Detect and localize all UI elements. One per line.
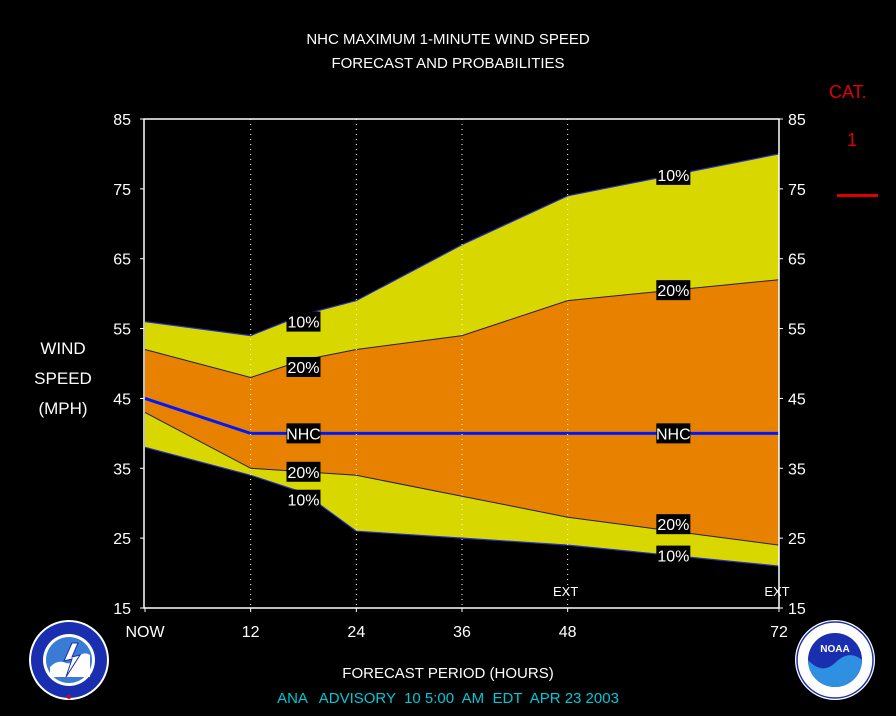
series-label-bg [286,311,321,332]
series-label-bg [656,280,691,301]
series-label: 20% [287,465,319,482]
noaa-logo-text: NOAA [820,644,849,655]
series-label-bg [656,164,691,185]
y-axis-label-line3: (MPH) [38,399,88,418]
ext-marker: EXT [553,584,578,599]
series-label-bg [656,423,691,444]
y-tick-label-left: 15 [113,601,131,618]
x-tick-label: 36 [453,624,471,641]
y-tick-label-right: 75 [788,182,806,199]
y-tick-label-left: 65 [113,252,131,269]
x-tick-label: 48 [559,624,577,641]
y-axis-label-line2: SPEED [34,369,92,388]
noaa-logo: NOAA [795,620,875,700]
series-label: 10% [287,315,319,332]
y-tick-label-left: 25 [113,531,131,548]
category-value: 1 [847,130,858,150]
series-label: 10% [657,549,689,566]
y-axis-label-line1: WIND [40,339,86,358]
y-tick-label-right: 85 [788,112,806,129]
advisory-text: ANA ADVISORY 10 5:00 AM EDT APR 23 2003 [277,690,619,707]
series-label: NHC [286,426,321,443]
series-label: 10% [657,168,689,185]
series-label: NHC [656,426,691,443]
y-tick-label-left: 45 [113,391,131,408]
series-10-upper-line [144,153,780,337]
series-20-lower-line [144,411,780,546]
series-label-bg [286,489,321,510]
series-label-bg [286,423,321,444]
series-label: 10% [287,493,319,510]
y-tick-label-right: 35 [788,461,806,478]
series-20-upper-line [144,279,780,379]
y-tick-label-right: 25 [788,531,806,548]
series-label-bg [656,514,691,535]
category-threshold-line [837,194,878,197]
chart-title-line1: NHC MAXIMUM 1-MINUTE WIND SPEED [306,31,590,48]
series-labels: 10% 20% NHC 20% 10% 10% 20% NHC 20% 10% [286,164,691,566]
series-label-bg [286,461,321,482]
series-label-bg [656,545,691,566]
y-tick-label-left: 75 [113,182,131,199]
y-tick-label-left: 85 [113,112,131,129]
y-tick-label-right: 15 [788,601,806,618]
y-tick-label-right: 65 [788,252,806,269]
series-label: 20% [287,360,319,377]
band-20-percent [145,279,779,546]
category-label: CAT. [829,82,867,102]
series-10-lower-line [144,446,780,567]
series-label: 20% [657,517,689,534]
x-tick-label: 24 [347,624,365,641]
y-tick-label-right: 55 [788,322,806,339]
ext-marker: EXT [764,584,789,599]
nws-logo [29,620,109,700]
chart-title-line2: FORECAST AND PROBABILITIES [331,55,565,72]
x-axis-label: FORECAST PERIOD (HOURS) [342,665,554,682]
y-tick-label-right: 45 [788,391,806,408]
x-tick-label: NOW [125,624,165,641]
series-label: 20% [657,283,689,300]
x-tick-label: 12 [242,624,260,641]
axis-ticks: 15 15 25 25 35 35 45 45 55 55 65 65 75 75 85 85 NOW 12 24 3… [113,112,806,641]
x-tick-label: 72 [770,624,788,641]
series-label-bg [286,356,321,377]
y-tick-label-left: 35 [113,461,131,478]
y-tick-label-left: 55 [113,322,131,339]
